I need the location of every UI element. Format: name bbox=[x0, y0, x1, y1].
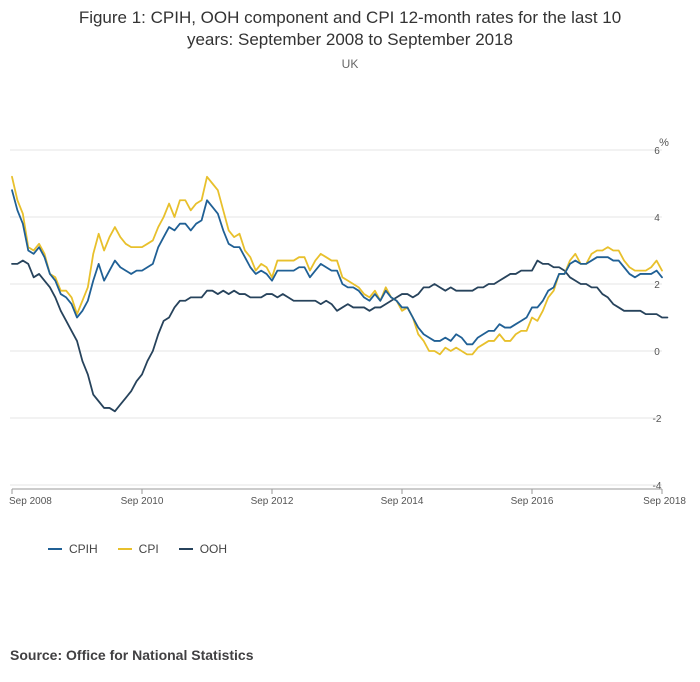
chart-title-line-2: years: September 2008 to September 2018 bbox=[186, 30, 514, 49]
gridlines bbox=[10, 149, 662, 486]
x-tick-label: Sep 2014 bbox=[381, 496, 424, 507]
legend-swatch bbox=[178, 548, 193, 550]
chart-title: Figure 1: CPIH, OOH component and CPI 12… bbox=[0, 7, 700, 51]
y-tick-label: 6 bbox=[654, 146, 660, 157]
axes: 6 4 2 0 -2 -4% Sep 2008 Sep 2010 Sep 2012 Sep 201… bbox=[9, 137, 686, 507]
y-unit-label: % bbox=[659, 137, 669, 149]
y-tick-label: -2 bbox=[653, 414, 662, 425]
legend-swatch bbox=[117, 548, 132, 550]
legend-label: OOH bbox=[199, 542, 228, 556]
chart-subtitle: UK bbox=[341, 57, 359, 71]
y-tick-label: 0 bbox=[654, 347, 660, 358]
y-tick-label: 2 bbox=[654, 280, 660, 291]
series-line-cpih[interactable] bbox=[11, 189, 663, 346]
y-tick-label: 4 bbox=[654, 213, 660, 224]
chart-title-line-1: Figure 1: CPIH, OOH component and CPI 12… bbox=[78, 8, 622, 27]
x-tick-label: Sep 2012 bbox=[251, 496, 294, 507]
legend-label: CPIH bbox=[69, 542, 98, 556]
series-lines bbox=[11, 175, 669, 413]
legend-label: CPI bbox=[138, 542, 159, 556]
legend-item-cpih[interactable]: CPIH bbox=[48, 542, 98, 556]
legend-item-ooh[interactable]: OOH bbox=[178, 542, 228, 556]
legend-item-cpi[interactable]: CPI bbox=[117, 542, 159, 556]
source-note: Source: Office for National Statistics bbox=[10, 647, 254, 663]
legend-swatch bbox=[48, 548, 62, 550]
x-tick-label: Sep 2018 bbox=[643, 496, 686, 507]
y-tick-label: -4 bbox=[653, 481, 662, 492]
legend: CPIH CPI OOH bbox=[48, 542, 227, 556]
series-line-cpi[interactable] bbox=[11, 175, 663, 356]
x-tick-label: Sep 2016 bbox=[511, 496, 554, 507]
series-line-ooh[interactable] bbox=[11, 259, 669, 413]
x-tick-label: Sep 2010 bbox=[121, 496, 164, 507]
x-tick-label: Sep 2008 bbox=[9, 496, 52, 507]
